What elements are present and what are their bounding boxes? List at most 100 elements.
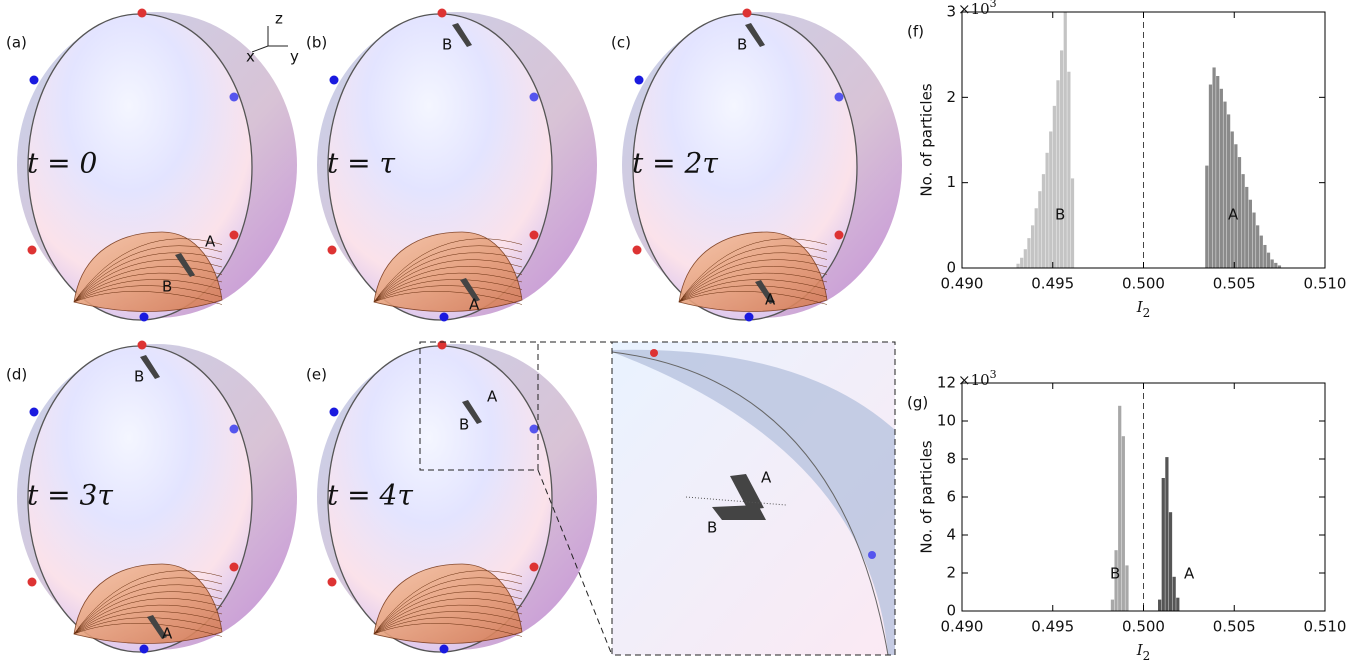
pole-dot: [632, 245, 642, 255]
axis-glyph-label: z: [275, 10, 283, 28]
dome-line: [373, 584, 523, 635]
time-label: t = 4τ: [327, 479, 413, 512]
bar: [1030, 225, 1035, 268]
dome-line: [373, 272, 523, 303]
pole-dot: [439, 312, 449, 322]
dome: [373, 231, 523, 312]
pole-dot: [27, 245, 37, 255]
dome-line: [373, 570, 523, 635]
pole-dot: [529, 562, 539, 572]
x-tick-label: 0.490: [941, 275, 984, 293]
bar: [1270, 259, 1274, 268]
y-tick-label: 2: [946, 88, 956, 106]
bar: [1168, 512, 1173, 611]
bar: [1241, 174, 1245, 268]
dome-line: [73, 577, 223, 635]
dome-line: [373, 252, 523, 303]
particle-patch: [745, 23, 765, 47]
panel-label: (b): [306, 34, 327, 52]
sphere-panel: (e) t = 4τ AB: [306, 340, 597, 654]
series-label: B: [1055, 206, 1065, 224]
pole-dot: [327, 577, 337, 587]
dome-line: [73, 245, 223, 303]
pole-dot: [139, 312, 149, 322]
time-label: t = 2τ: [632, 147, 718, 180]
bar: [1016, 263, 1020, 268]
sphere-rim: [612, 349, 895, 655]
marker-label: B: [162, 278, 172, 296]
y-tick-label: 6: [946, 488, 956, 506]
x-tick-label: 0.510: [1304, 618, 1347, 636]
time-label: t = τ: [327, 147, 396, 180]
dome-line: [373, 266, 523, 303]
bar: [1223, 101, 1227, 268]
pole-dot: [742, 8, 752, 18]
plot-frame: [961, 11, 1326, 269]
dome-line: [678, 238, 828, 303]
dome-line: [73, 238, 223, 303]
bar: [1230, 131, 1234, 268]
dome-line: [73, 291, 223, 305]
bar: [1049, 131, 1053, 268]
sphere-edge: [611, 351, 889, 656]
bar: [1027, 238, 1031, 268]
marker-label: B: [134, 368, 144, 386]
pole-dot: [744, 312, 754, 322]
x-axis-label: I2: [1136, 641, 1151, 660]
bar: [1041, 174, 1046, 268]
bar: [1226, 114, 1231, 269]
bar: [1216, 76, 1220, 268]
bar: [1234, 144, 1238, 268]
dome-line: [73, 570, 223, 635]
dome-line: [678, 272, 828, 303]
y-tick-label: 4: [946, 526, 956, 544]
bar: [1274, 262, 1278, 268]
pole-dot: [529, 230, 539, 240]
bar: [1060, 50, 1064, 269]
bar: [1118, 405, 1122, 611]
particle-patch: [147, 615, 167, 639]
bar: [1161, 478, 1165, 611]
histogram: 0 1 2 3 0.490 0.495 0.500 0.505 0.510 (f) No. of p…: [907, 0, 1346, 320]
dome-line: [73, 623, 223, 637]
particle-patch: [140, 355, 160, 379]
x-tick-label: 0.495: [1031, 618, 1074, 636]
y-axis-label: No. of particles: [918, 440, 936, 553]
axes-glyph: z x y: [246, 10, 299, 66]
bar: [1165, 457, 1169, 611]
bar: [1256, 225, 1260, 268]
dome-line: [373, 591, 523, 635]
dome-line: [73, 252, 223, 303]
bar: [1172, 576, 1176, 611]
y-multiplier: ×103: [958, 368, 997, 389]
particle-patch: [460, 278, 480, 302]
x-label-subscript: 2: [1143, 306, 1151, 320]
dome-line: [373, 279, 523, 303]
marker-label: B: [459, 416, 469, 434]
pole-dot: [139, 644, 149, 654]
y-tick-label: 12: [937, 374, 956, 392]
dome-line: [73, 611, 223, 635]
dome-line: [73, 598, 223, 635]
inset: A B: [419, 341, 896, 656]
pole-dot: [529, 424, 539, 434]
dome-line: [373, 617, 523, 635]
x-tick-label: 0.495: [1031, 275, 1074, 293]
y-tick-label: 0: [946, 602, 956, 620]
dome-line: [73, 591, 223, 635]
dome: [73, 231, 223, 312]
bar: [1245, 186, 1249, 268]
dome-line: [373, 245, 523, 303]
pole-dot: [229, 230, 239, 240]
bar: [1176, 597, 1180, 611]
dome-line: [73, 259, 223, 303]
dome-line: [678, 259, 828, 303]
bar: [1205, 165, 1209, 268]
bar: [1252, 212, 1256, 268]
pole-dot: [437, 8, 447, 18]
dome-line: [373, 285, 523, 303]
x-label-base: I: [1136, 641, 1144, 659]
inset-label: A: [761, 469, 772, 487]
bar: [1063, 12, 1067, 268]
bar: [1125, 565, 1129, 611]
